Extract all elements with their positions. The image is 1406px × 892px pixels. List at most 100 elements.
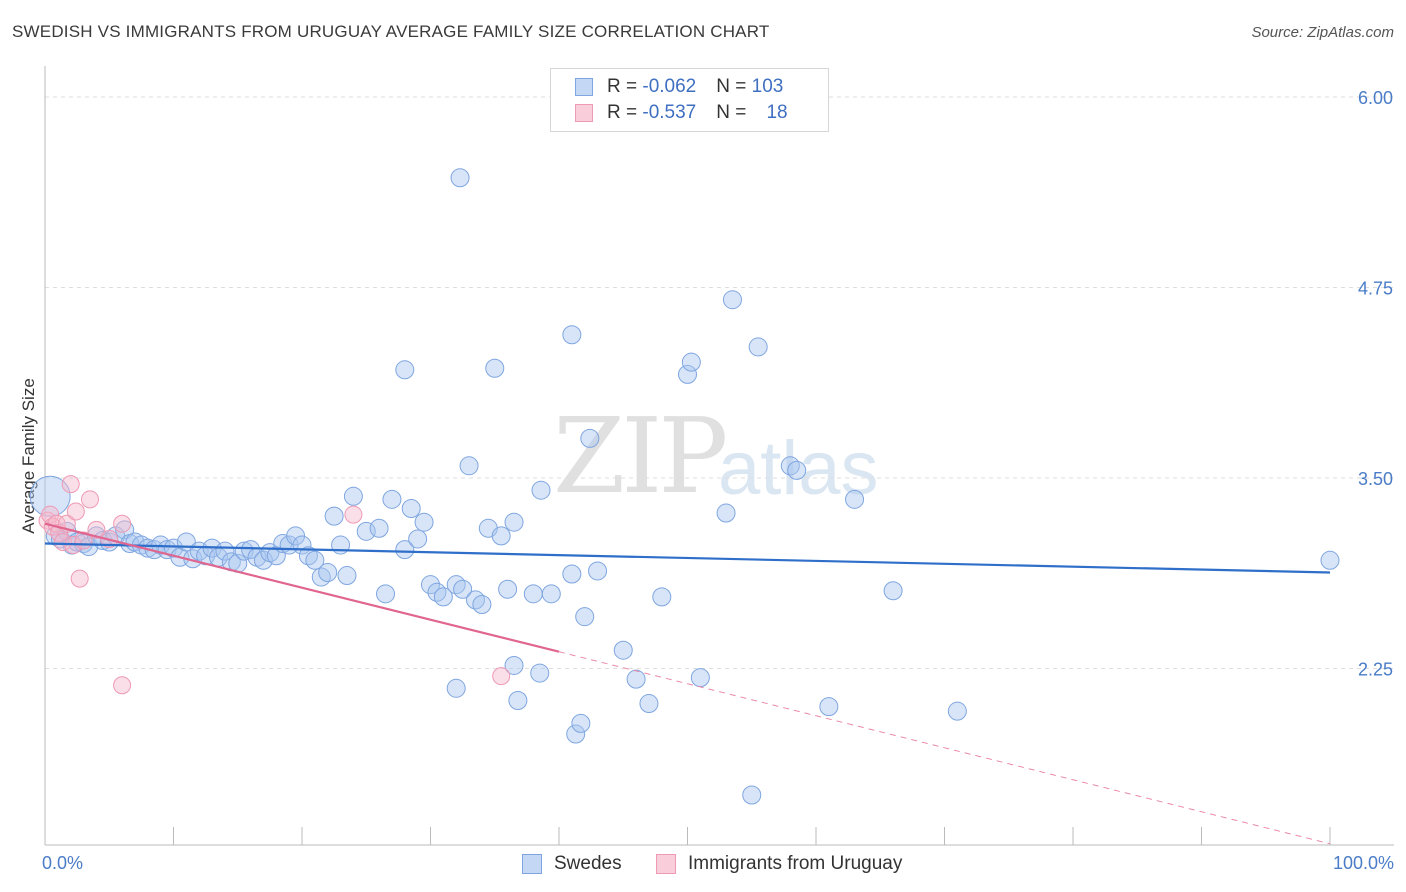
swedes-point-92 [690,668,710,688]
correlation-legend: R = -0.062 N = 103 R = -0.537 N = 18 [550,68,829,132]
swedes-point-72 [504,512,524,532]
swedes-point-71 [498,579,518,599]
source-label: Source: ZipAtlas.com [1251,24,1394,41]
uruguay-point-5 [53,533,72,552]
swedes-point-32 [241,540,261,560]
bottom-swatch-swedes [522,854,542,874]
swedes-point-76 [530,663,550,683]
x-tick-labels: 0.0% 100.0% [42,853,1394,873]
y-tick-label-0: 2.25 [1358,660,1393,680]
swedes-point-7 [79,537,99,557]
swedes-point-85 [588,561,608,581]
swedes-point-100 [845,489,865,509]
swedes-point-67 [472,594,492,614]
bottom-legend-uruguay: Immigrants from Uruguay [656,852,902,876]
grid-lines [45,96,1394,669]
swedes-point-49 [356,521,376,541]
uruguay-point-7 [61,475,80,494]
swedes-point-31 [234,541,254,561]
uruguay-point-9 [66,502,85,521]
swedes-point-73 [504,655,524,675]
legend-n-label: N = [716,76,752,97]
trend-lines [44,522,1331,845]
uruguay-point-12 [80,490,99,509]
watermark-atlas: atlas [718,425,879,512]
watermark-zip: ZIP [553,395,728,517]
uruguay-point-13 [87,520,106,539]
swedes-point-45 [324,506,344,526]
uruguay-trend-line [44,522,560,653]
swedes-point-86 [613,640,633,660]
y-tick-labels: 2.25 3.50 4.75 6.00 [1358,88,1393,680]
legend-swatch-swedes [575,78,593,96]
swedes-point-93 [722,290,742,310]
uruguay-point-17 [344,505,363,524]
uruguay-point-18 [492,667,511,686]
x-tick-label-1: 100.0% [1333,853,1394,873]
uruguay-point-15 [113,514,132,533]
swedes-point-80 [562,564,582,584]
swedes-point-57 [414,512,434,532]
swedes-point-36 [266,546,286,566]
swedes-point-98 [787,460,807,480]
swedes-point-83 [575,607,595,627]
legend-r-label: R = [607,102,643,123]
swedes-point-54 [395,360,415,380]
swedes-point-99 [819,697,839,717]
x-tick-label-0: 0.0% [42,853,83,873]
uruguay-trend-extension [558,651,1331,845]
swedes-point-103 [1320,550,1340,570]
swedes-point-95 [742,785,762,805]
swedes-point-58 [421,575,440,595]
swedes-point-75 [523,584,543,604]
swedes-point-55 [401,498,421,518]
uruguay-point-10 [70,569,89,588]
legend-r-value: -0.537 [642,102,697,123]
swedes-point-48 [343,486,363,506]
swedes-point-79 [562,325,582,345]
swedes-point-88 [639,694,659,714]
y-tick-label-1: 3.50 [1358,469,1393,489]
swedes-point-60 [433,587,453,607]
swedes-point-96 [748,337,768,357]
swedes-point-84 [580,428,600,448]
y-tick-label-3: 6.00 [1358,88,1393,108]
swedes-point-44 [318,562,338,582]
legend-row-swedes: R = -0.062 N = 103 [575,75,783,99]
bottom-legend-swedes: Swedes [522,852,622,876]
legend-r-label: R = [607,76,643,97]
swedes-point-50 [369,518,389,538]
swedes-point-91 [681,352,701,372]
swedes-trend-line [44,542,1331,574]
swedes-point-64 [446,678,466,698]
swedes-point-101 [883,581,903,601]
y-axis-label: Average Family Size [19,378,38,534]
legend-r-value: -0.062 [642,76,697,97]
swedes-point-63 [459,456,479,476]
swedes-point-56 [408,529,428,549]
bottom-legend-label: Swedes [554,853,622,874]
swedes-point-69 [485,358,505,378]
bottom-legend-label: Immigrants from Uruguay [688,853,903,874]
bottom-swatch-uruguay [656,854,676,874]
swedes-point-53 [395,540,415,560]
legend-row-uruguay: R = -0.537 N = 18 [575,101,788,125]
legend-swatch-uruguay [575,104,593,122]
swedes-point-66 [450,168,470,188]
swedes-point-70 [491,526,511,546]
swedes-point-94 [716,503,736,523]
legend-n-value: 103 [751,76,784,97]
swedes-point-81 [566,724,586,744]
swedes-point-47 [337,566,357,586]
chart-title: SWEDISH VS IMMIGRANTS FROM URUGUAY AVERA… [12,22,770,41]
swedes-point-89 [652,587,672,607]
swedes-point-78 [541,584,561,604]
swedes-point-102 [947,701,967,721]
swedes-points [29,168,1340,805]
swedes-point-62 [453,579,473,599]
swedes-point-42 [305,550,325,570]
axes [44,66,1394,846]
swedes-point-77 [531,480,551,500]
legend-n-label: N = [716,102,752,123]
